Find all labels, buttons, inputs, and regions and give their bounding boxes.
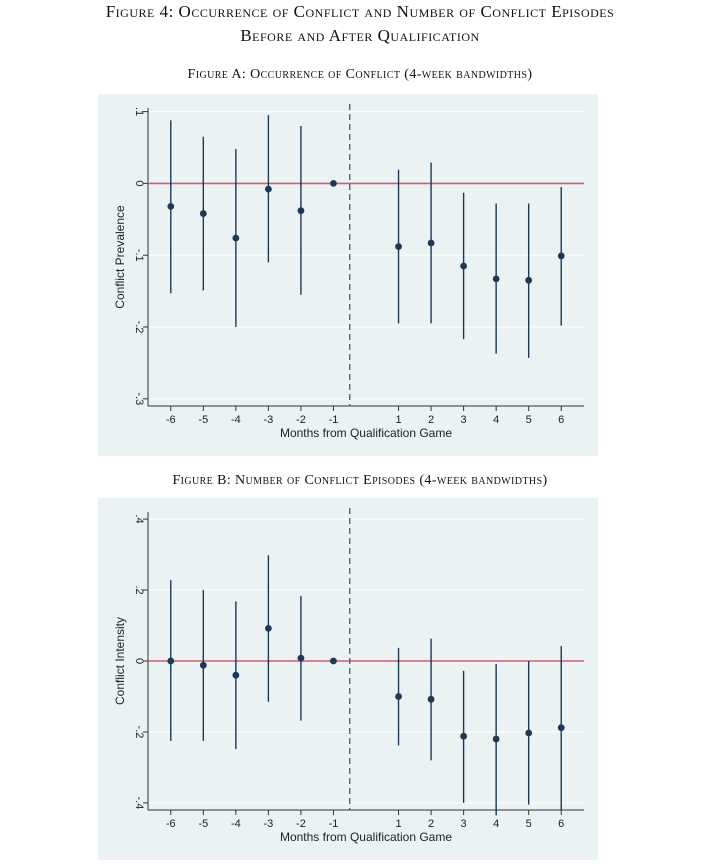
chart-b-x-tick-label: 2: [428, 818, 434, 830]
chart-b-x-tick-label: -2: [296, 818, 306, 830]
chart-b-x-tick-label: 3: [461, 818, 467, 830]
chart-a-x-tick-label: 3: [461, 414, 467, 426]
chart-b-x-tick-label: 6: [558, 818, 564, 830]
chart-b-point: [460, 732, 468, 740]
chart-b-y-tick-label: -.4: [133, 796, 145, 809]
chart-a-point: [492, 275, 500, 283]
chart-a-point: [525, 276, 533, 284]
chart-b-y-tick-label: -.2: [133, 726, 145, 739]
chart-a-point: [557, 252, 565, 260]
chart-a-point: [330, 179, 337, 187]
chart-a-x-tick-label: 2: [428, 414, 434, 426]
chart-a-point: [264, 185, 272, 193]
chart-a-x-tick-label: -4: [231, 414, 241, 426]
chart-a-point: [232, 234, 240, 242]
chart-b-x-tick-label: -4: [231, 818, 241, 830]
chart-b-point: [264, 624, 272, 632]
chart-a-x-tick-label: 5: [526, 414, 532, 426]
chart-a-x-tick-label: 6: [558, 414, 564, 426]
chart-b: .4 .2 0 -.2 -.4 -6 -5 -4 -3 -2 -1 1 2 3 4 5 6 Months from…: [98, 498, 598, 860]
chart-a-x-tick-label: -1: [329, 414, 339, 426]
chart-a-background: [98, 94, 598, 456]
chart-b-x-tick-label: -3: [263, 818, 273, 830]
chart-b-background: [98, 498, 598, 860]
chart-b-title: Figure B: Number of Conflict Episodes (4…: [172, 473, 548, 488]
chart-a-y-tick-label: -.1: [133, 249, 145, 262]
chart-b-point: [330, 657, 337, 665]
chart-a-x-tick-label: -2: [296, 414, 306, 426]
chart-b-x-tick-label: 1: [395, 818, 401, 830]
chart-b-x-tick-label: 5: [526, 818, 532, 830]
chart-b-point: [167, 657, 175, 665]
chart-b-point: [427, 695, 435, 703]
chart-a-point: [395, 243, 402, 250]
chart-b-x-tick-label: -1: [329, 818, 339, 830]
chart-b-point: [557, 724, 565, 732]
chart-a-point: [460, 262, 468, 270]
chart-b-y-tick-label: .2: [133, 585, 145, 594]
chart-b-point: [395, 693, 402, 700]
chart-a-point: [199, 210, 207, 217]
chart-a-y-tick-label: -.3: [133, 392, 145, 405]
chart-a-x-axis-label: Months from Qualification Game: [280, 426, 452, 440]
chart-a-x-tick-label: -6: [166, 414, 176, 426]
chart-b-x-axis-label: Months from Qualification Game: [280, 830, 452, 844]
chart-b-point: [199, 661, 207, 669]
chart-b-x-tick-label: 4: [493, 818, 499, 830]
chart-a: .1 0 -.1 -.2 -.3 -6 -5 -4 -3 -2 -1 1 2 3 4 5 6 Months fro…: [98, 94, 598, 456]
chart-b-y-tick-label: .4: [133, 515, 145, 524]
chart-a-title: Figure A: Occurrence of Conflict (4-week…: [187, 67, 533, 82]
chart-a-x-tick-label: -5: [198, 414, 208, 426]
chart-a-y-axis-label: Conflict Prevalence: [113, 205, 127, 309]
chart-a-x-tick-label: -3: [263, 414, 273, 426]
chart-a-y-tick-label: .1: [133, 107, 145, 116]
chart-a-y-tick-label: 0: [133, 180, 145, 186]
figure-title-line-1: Figure 4: Occurrence of Conflict and Num…: [105, 2, 615, 21]
chart-a-point: [297, 207, 305, 215]
chart-a-x-tick-label: 1: [395, 414, 401, 426]
chart-a-point: [427, 239, 435, 247]
chart-a-point: [167, 202, 175, 210]
chart-a-x-tick-label: 4: [493, 414, 499, 426]
chart-b-point: [232, 671, 240, 679]
chart-b-point: [297, 654, 305, 662]
chart-b-point: [525, 729, 533, 737]
chart-b-y-axis-label: Conflict Intensity: [113, 617, 127, 705]
chart-b-y-tick-label: 0: [133, 658, 145, 664]
chart-b-x-tick-label: -5: [198, 818, 208, 830]
chart-b-x-tick-label: -6: [166, 818, 176, 830]
figure-title-line-2: Before and After Qualification: [240, 26, 480, 45]
chart-b-point: [492, 735, 500, 743]
chart-a-y-tick-label: -.2: [133, 321, 145, 334]
